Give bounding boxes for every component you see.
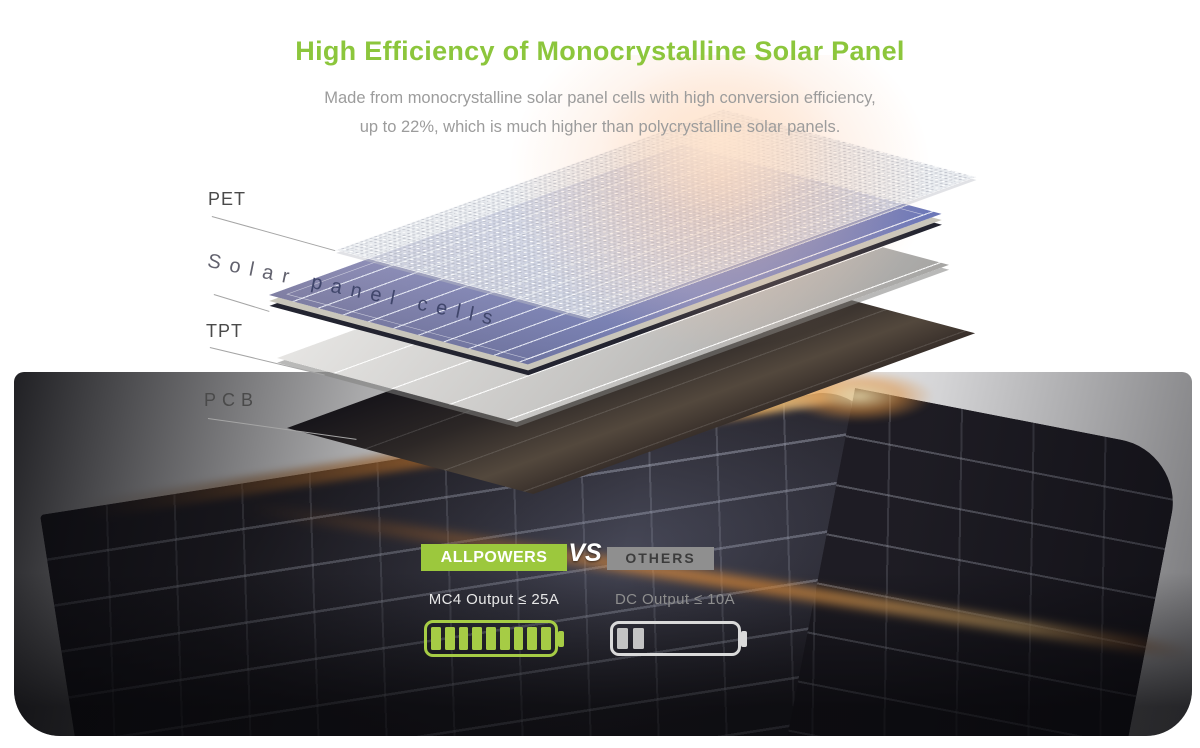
subtitle-line-2: up to 22%, which is much higher than pol… (359, 118, 841, 136)
battery-segment (499, 627, 510, 650)
competitor-battery-icon (610, 621, 747, 656)
battery-segment (617, 628, 628, 649)
pointer-line-pet (211, 216, 336, 252)
vs-label: VS (568, 539, 602, 567)
battery-segment (541, 627, 552, 650)
label-pet: PET (208, 189, 247, 209)
battery-segment (527, 627, 538, 650)
battery-segment (633, 628, 644, 649)
battery-segment (444, 627, 455, 650)
brand-battery-icon (424, 620, 564, 657)
brand-battery-bars (431, 627, 552, 650)
subtitle-line-1: Made from monocrystalline solar panel ce… (324, 89, 876, 107)
battery-segment (431, 627, 441, 650)
battery-segment (486, 627, 496, 650)
label-tpt: TPT (206, 321, 243, 341)
battery-segment (513, 627, 524, 650)
competitor-badge: OTHERS (607, 547, 714, 570)
battery-segment (458, 627, 469, 650)
battery-segment (472, 627, 483, 650)
label-pcb: PCB (204, 390, 260, 410)
brand-badge: ALLPOWERS (421, 544, 567, 571)
page-title: High Efficiency of Monocrystalline Solar… (295, 36, 905, 66)
battery-terminal (558, 630, 564, 647)
pointer-line-solar (213, 294, 270, 313)
battery-terminal (741, 630, 747, 647)
brand-spec: MC4 Output ≤ 25A (428, 591, 560, 608)
label-solar-outside: Solar (205, 250, 300, 290)
subtitle: Made from monocrystalline solar panel ce… (0, 84, 1200, 142)
competitor-battery-bars (617, 628, 734, 649)
competitor-spec: DC Output ≤ 10A (614, 591, 736, 608)
